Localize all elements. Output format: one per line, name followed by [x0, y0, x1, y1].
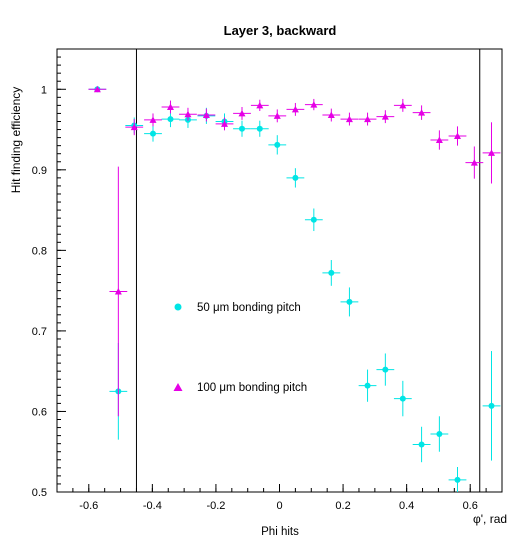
data-point — [399, 395, 406, 402]
legend-label-50um: 50 μm bonding pitch — [197, 302, 301, 314]
data-point — [435, 136, 443, 144]
x-tick-label: 0 — [276, 500, 282, 512]
y-tick-label: 0.8 — [32, 245, 47, 257]
data-point — [274, 141, 281, 148]
x-axis: -0.6 -0.4 -0.2 0 0.2 0.4 0.6 — [56, 484, 503, 512]
data-point — [418, 441, 425, 448]
x-tick-label: 0.2 — [335, 500, 350, 512]
data-point — [221, 120, 229, 127]
x-axis-label: Phi hits — [261, 526, 299, 538]
data-point — [399, 101, 407, 109]
data-point — [292, 174, 299, 181]
data-point — [114, 287, 122, 295]
data-series — [88, 85, 501, 492]
data-point — [149, 130, 156, 137]
y-tick-label: 0.7 — [32, 326, 47, 338]
data-point — [382, 366, 389, 373]
data-point — [345, 115, 353, 123]
data-point — [202, 111, 210, 119]
legend-marker-100um — [173, 383, 183, 391]
data-point — [327, 111, 335, 119]
series-100um — [88, 85, 501, 417]
legend-marker-50um — [174, 303, 182, 311]
data-point — [436, 431, 443, 438]
legend: 50 μm bonding pitch 100 μm bonding pitch — [173, 302, 307, 394]
chart-title: Layer 3, backward — [224, 23, 337, 38]
y-tick-label: 0.6 — [32, 406, 47, 418]
data-point — [238, 125, 245, 132]
legend-label-100um: 100 μm bonding pitch — [197, 382, 307, 394]
reference-lines — [135, 49, 481, 492]
x-tick-label: -0.4 — [143, 500, 162, 512]
data-point — [346, 298, 353, 305]
data-point — [256, 101, 264, 109]
y-tick-label: 1 — [41, 84, 47, 96]
data-point — [488, 402, 495, 409]
x-tick-label: -0.2 — [206, 500, 225, 512]
data-point — [454, 132, 461, 139]
x-tick-label: 0.6 — [463, 500, 478, 512]
data-point — [310, 101, 318, 108]
data-point — [149, 116, 157, 123]
data-point — [291, 105, 299, 113]
x-tick-label: -0.6 — [79, 500, 98, 512]
data-point — [166, 103, 174, 110]
data-point — [256, 125, 263, 132]
data-point — [364, 115, 372, 123]
y-axis-label: Hit finding efficiency — [9, 87, 23, 194]
data-point — [364, 382, 371, 389]
data-point — [273, 112, 281, 119]
data-point — [310, 216, 317, 223]
data-point — [328, 269, 335, 276]
data-point — [130, 123, 138, 131]
y-tick-label: 0.9 — [32, 165, 47, 177]
x-axis-corner-label: φ', rad — [473, 512, 507, 526]
data-point — [470, 159, 478, 166]
data-point — [93, 85, 101, 93]
y-axis: 0.5 0.6 0.7 0.8 0.9 1 — [32, 48, 66, 499]
data-point — [488, 149, 496, 156]
data-point — [238, 109, 246, 117]
data-point — [184, 110, 192, 118]
y-tick-label: 0.5 — [32, 487, 47, 499]
x-tick-label: 0.4 — [399, 500, 414, 512]
data-point — [418, 109, 426, 116]
data-point — [454, 476, 461, 483]
data-point — [381, 113, 389, 120]
data-point — [167, 116, 174, 123]
